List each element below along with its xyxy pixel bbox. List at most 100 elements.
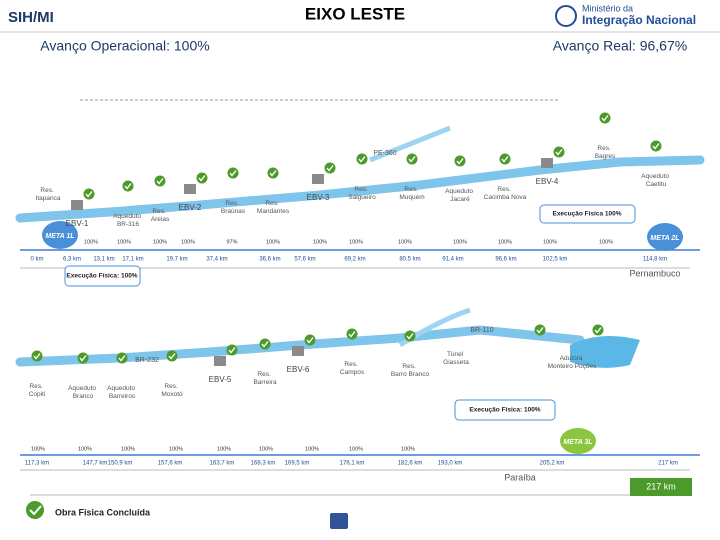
done-check bbox=[454, 155, 466, 167]
done-check bbox=[259, 338, 271, 350]
check-mark bbox=[501, 156, 509, 163]
done-check bbox=[226, 344, 238, 356]
station-label: EBV-1 bbox=[66, 219, 89, 228]
check-mark bbox=[156, 178, 164, 185]
label-line: Res. bbox=[257, 371, 272, 378]
distance: 182,6 km bbox=[398, 461, 423, 467]
label-line: Res. bbox=[402, 363, 417, 370]
check-mark bbox=[652, 143, 660, 150]
station bbox=[184, 184, 196, 194]
check-mark bbox=[536, 327, 544, 334]
done-check bbox=[116, 352, 128, 364]
distance: 117,3 km bbox=[25, 461, 49, 467]
done-check bbox=[83, 188, 95, 200]
done-check bbox=[304, 334, 316, 346]
distance: 96,6 km bbox=[495, 257, 516, 263]
state-label: Paraíba bbox=[504, 472, 536, 482]
percentage: 100% bbox=[217, 446, 231, 452]
label-line: Adutora bbox=[560, 355, 585, 362]
label-line: Res. bbox=[265, 200, 280, 207]
percentage: 100% bbox=[78, 446, 92, 452]
label-line: Aqueduto bbox=[107, 385, 137, 392]
upper-branch bbox=[369, 125, 451, 163]
station-label: EBV-2 bbox=[179, 203, 202, 212]
legend-label: Obra Física Concluída bbox=[55, 507, 151, 517]
station-label: EBV-6 bbox=[287, 365, 310, 374]
distance: 0 km bbox=[30, 257, 43, 263]
percentage: 100% bbox=[349, 446, 363, 452]
slide-title: EIXO LESTE bbox=[305, 4, 405, 23]
label-line: Res. bbox=[497, 186, 512, 193]
dynamic-layer: Res. Itaparica EBV-1 Aqueduto BR-316 Res. A… bbox=[25, 112, 681, 517]
label-line: Aqueduto bbox=[113, 213, 143, 220]
station bbox=[312, 174, 324, 184]
percentage: 100% bbox=[259, 446, 273, 452]
structure-label: Açude Poções bbox=[595, 367, 617, 382]
distance: 80,5 km bbox=[399, 257, 420, 263]
check-mark bbox=[85, 191, 93, 198]
done-check bbox=[154, 175, 166, 187]
distance: 157,6 km bbox=[158, 461, 183, 467]
percentage: 100% bbox=[498, 239, 512, 245]
distance: 91,4 km bbox=[442, 257, 463, 263]
distance: 205,2 km bbox=[540, 461, 565, 467]
done-check bbox=[196, 172, 208, 184]
label-line: Muquém bbox=[399, 194, 424, 201]
structure-label: Aqueduto Caetitu bbox=[641, 173, 671, 188]
distance: 102,5 km bbox=[543, 257, 568, 263]
distance: 69,2 km bbox=[344, 257, 365, 263]
label-line: Bagres bbox=[595, 153, 616, 160]
label-line: Res. bbox=[344, 361, 359, 368]
check-mark bbox=[124, 183, 132, 190]
station bbox=[541, 158, 553, 168]
station-label: EBV-4 bbox=[536, 177, 559, 186]
structure-label: Aqueduto Jacaré bbox=[445, 188, 475, 203]
label-line: Res. bbox=[597, 145, 612, 152]
percentage: 100% bbox=[313, 239, 327, 245]
label-line: Braúnas bbox=[221, 208, 246, 215]
label-line: Res. bbox=[29, 383, 44, 390]
percentage: 100% bbox=[31, 446, 45, 452]
meta-lower-shape bbox=[560, 428, 596, 454]
percentage: 100% bbox=[121, 446, 135, 452]
check-mark bbox=[168, 353, 176, 360]
distance: 168,3 km bbox=[251, 461, 276, 467]
percentage: 100% bbox=[349, 239, 363, 245]
distance: 36,6 km bbox=[259, 257, 280, 263]
nav-icon[interactable] bbox=[330, 513, 348, 529]
done-check bbox=[404, 330, 416, 342]
structure-label: Aqueduto BR-316 bbox=[113, 213, 143, 228]
percentage: 100% bbox=[84, 239, 98, 245]
label-line: Açude bbox=[596, 367, 616, 374]
label-line: Res. bbox=[404, 186, 419, 193]
label-line: Barreiros bbox=[109, 393, 136, 400]
structure-label: Res. Itaparica bbox=[36, 187, 61, 202]
check-mark bbox=[348, 331, 356, 338]
label-line: Barreira bbox=[253, 379, 277, 386]
label-line: Mandantes bbox=[257, 208, 290, 215]
logo-line1: Ministério da bbox=[582, 3, 633, 13]
meta-label: META 1L bbox=[45, 233, 74, 240]
logo-mark bbox=[555, 5, 577, 27]
station-label: EBV-5 bbox=[209, 375, 232, 384]
structure-label: Res. Mandantes bbox=[257, 200, 290, 215]
check-mark bbox=[358, 156, 366, 163]
structure-label: Res. Barreira bbox=[253, 371, 277, 386]
label-line: Giasseta bbox=[443, 359, 469, 366]
total-badge bbox=[630, 478, 692, 496]
distance: 57,6 km bbox=[294, 257, 315, 263]
distance: 13,1 km bbox=[93, 257, 114, 263]
label-line: Aqueduto bbox=[641, 173, 671, 180]
distance: 17,1 km bbox=[122, 257, 143, 263]
check-mark bbox=[594, 327, 602, 334]
structure-label: Aqueduto Branco bbox=[68, 385, 98, 400]
structure-label: Res. Cacimba Nova bbox=[484, 186, 527, 201]
label-line: Campos bbox=[340, 369, 365, 376]
structure-label: Res. Campos bbox=[340, 361, 365, 376]
acude-shape bbox=[570, 336, 640, 368]
execution-label: Execução Física: 100% bbox=[66, 273, 137, 280]
percentage: 100% bbox=[398, 239, 412, 245]
done-check bbox=[592, 324, 604, 336]
meta-label: META 2L bbox=[650, 235, 679, 242]
done-check bbox=[166, 350, 178, 362]
